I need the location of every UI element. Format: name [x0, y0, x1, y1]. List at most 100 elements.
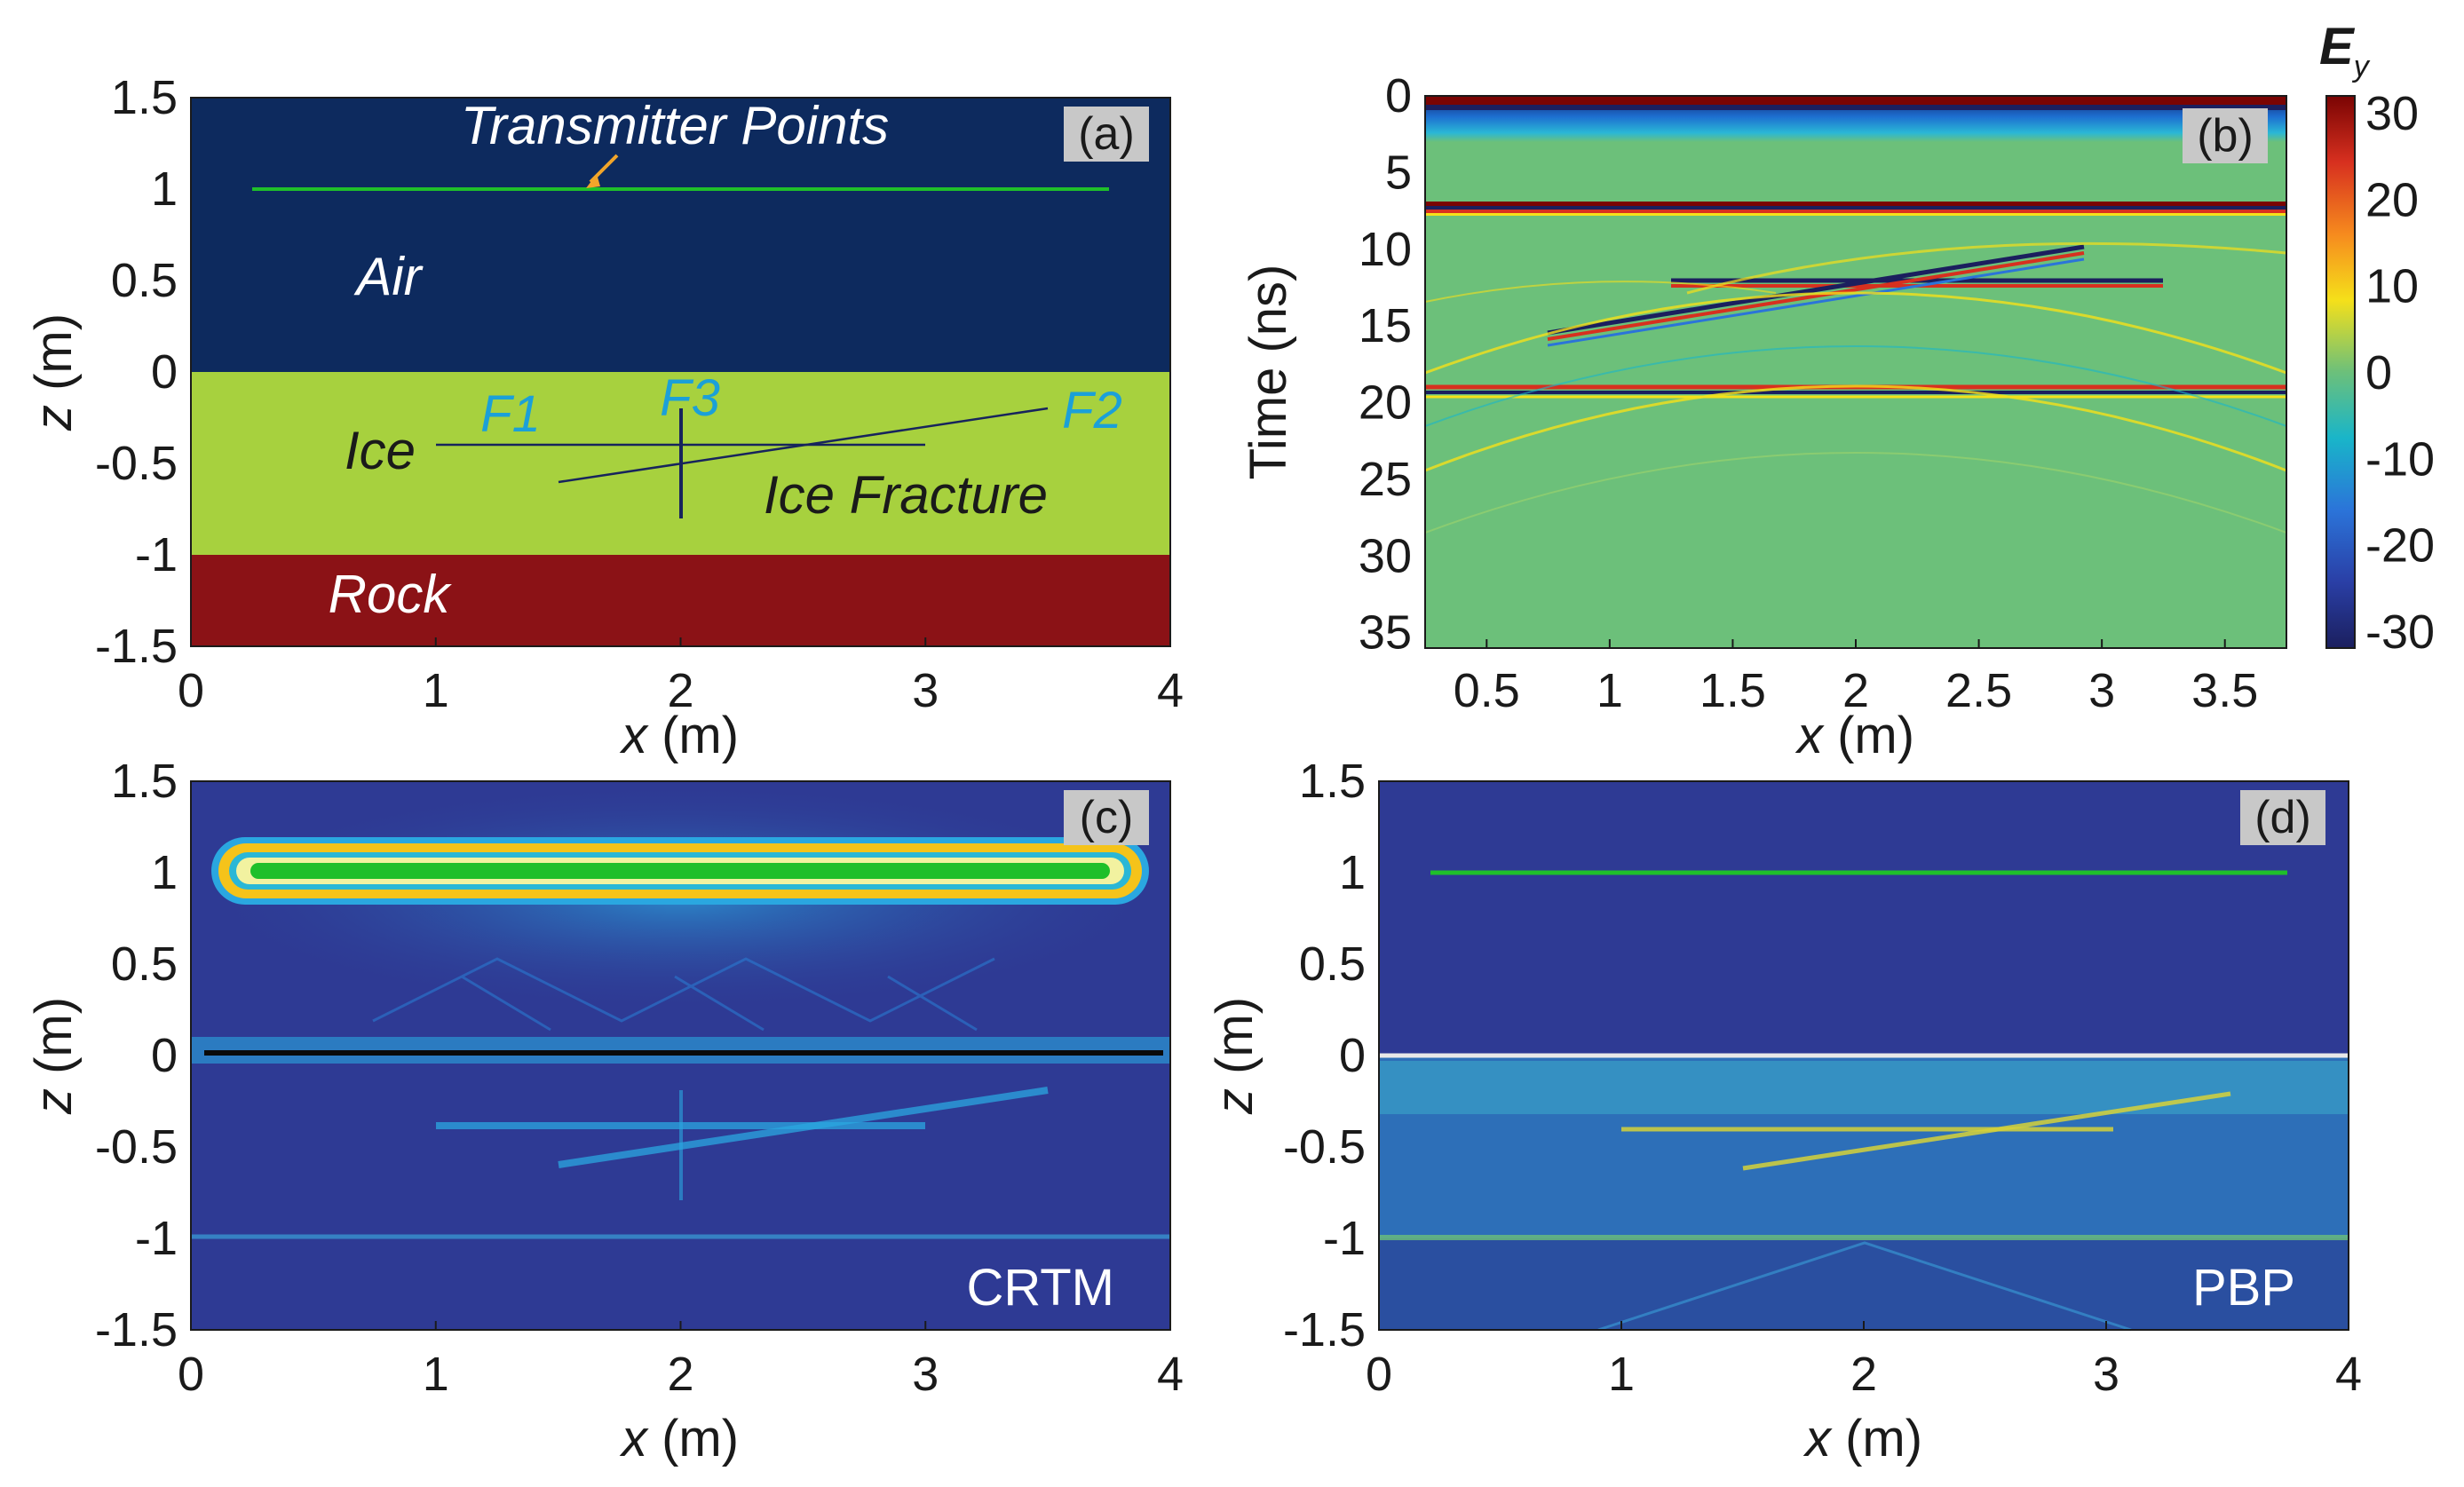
air-ice-reflection-a [1425, 202, 2286, 206]
air-label: Air [353, 247, 423, 306]
y-tick-label: -0.5 [95, 437, 178, 490]
panel-c-tag-box [1064, 790, 1149, 845]
fracture-label: Ice Fracture [764, 465, 1048, 525]
colorbar-title-e: E [2319, 18, 2356, 75]
y-tick-label: 0 [1339, 1029, 1366, 1082]
x-tick-label: 0 [1366, 1348, 1392, 1401]
colorbar-tick-label: 0 [2365, 346, 2392, 399]
y-tick-label: -0.5 [1283, 1120, 1366, 1174]
x-tick-label: 2 [1842, 664, 1869, 717]
x-var: x [1802, 1410, 1833, 1467]
y-tick-label: 30 [1359, 529, 1412, 582]
panel-d-x-axis-title: x (m) [1802, 1410, 1922, 1467]
colorbar: Ey 30 20 10 0 -10 -20 -30 [2319, 18, 2435, 659]
y-tick-label: -1.5 [1283, 1303, 1366, 1356]
x-tick-label: 3 [2088, 664, 2115, 717]
x-tick-label: 0 [178, 664, 204, 717]
x-tick-label: 2 [667, 664, 693, 717]
x-unit: (m) [647, 707, 739, 764]
colorbar-axis: 30 20 10 0 -10 -20 -30 [2365, 87, 2435, 659]
y-tick-label: 1 [151, 162, 178, 216]
diffraction-hyperbola-1 [1424, 291, 2287, 375]
panel-a-plot-area: Transmitter Points Air Ice Ice Fracture … [190, 96, 1171, 647]
colorbar-tick-label: -10 [2365, 432, 2435, 486]
bscan-background [1425, 96, 2286, 648]
colorbar-tick-label: 20 [2365, 173, 2419, 226]
x-unit: (m) [1823, 707, 1914, 764]
pbp-ice-noise-2 [1379, 1061, 2349, 1114]
x-tick-label: 1.5 [1699, 664, 1766, 717]
panel-a-tag-box [1064, 107, 1149, 162]
rock-label: Rock [329, 565, 453, 624]
panel-c-y-axis-title: z (m) [25, 997, 83, 1115]
x-var: x [619, 1410, 649, 1467]
colorbar-title: Ey [2319, 18, 2371, 83]
panel-c: CRTM (c) 0 1 2 3 4 1.5 1 0.5 0 -0.5 -1 -… [25, 755, 1184, 1467]
diffraction-hyperbola-5 [1686, 241, 2287, 295]
fracture-f2 [558, 407, 1049, 484]
x-tick-label: 3.5 [2191, 664, 2258, 717]
panel-b: (b) 0.5 1 1.5 2 2.5 3 3.5 0 5 10 15 20 2… [1240, 18, 2435, 764]
air-ice-reflection-c [1425, 210, 2286, 213]
x-tick-label: 1 [423, 664, 449, 717]
panel-c-y-axis: 1.5 1 0.5 0 -0.5 -1 -1.5 [95, 755, 178, 1356]
y-tick-label: 1.5 [111, 71, 178, 124]
y-tick-label: 25 [1359, 453, 1412, 506]
f2-reflection-c [1547, 257, 2085, 347]
y-tick-label: 1.5 [1299, 755, 1366, 808]
crtm-f2-image [558, 1087, 1049, 1168]
f3-label: F3 [660, 369, 720, 427]
colorbar-tick-label: 30 [2365, 87, 2419, 140]
f2-label: F2 [1062, 382, 1122, 439]
y-tick-label: 15 [1359, 299, 1412, 352]
direct-wave-tail [1425, 105, 2286, 110]
x-tick-label: 3 [912, 1348, 939, 1401]
panel-b-tag: (b) [2197, 110, 2254, 162]
colorbar-tick-label: -30 [2365, 605, 2435, 659]
y-unit: (m) [1206, 997, 1264, 1088]
x-tick-label: 3 [912, 664, 939, 717]
x-var: x [1795, 707, 1825, 764]
air-ice-reflection-b [1425, 206, 2286, 210]
crtm-artifacts [372, 957, 995, 1032]
y-tick-label: 5 [1385, 146, 1412, 199]
panel-d-plot-area: PBP (d) [1378, 780, 2349, 1332]
x-tick-label: 0.5 [1454, 664, 1520, 717]
y-unit: (m) [25, 313, 83, 405]
x-tick-label: 4 [1157, 1348, 1184, 1401]
y-var: z [25, 1088, 83, 1115]
diffraction-hyperbola-2 [1424, 384, 2287, 472]
colorbar-tick-label: -20 [2365, 519, 2435, 573]
panel-b-x-axis-title: x (m) [1795, 707, 1914, 764]
rock-layer [191, 555, 1170, 646]
panel-d-y-axis-title: z (m) [1206, 997, 1264, 1115]
panel-b-tag-box [2183, 108, 2268, 163]
colorbar-title-sub: y [2352, 50, 2371, 83]
air-ice-reflection-d [1425, 213, 2286, 216]
y-tick-label: 0 [1385, 69, 1412, 123]
y-tick-label: -0.5 [95, 1120, 178, 1174]
pbp-rock-artifact [1597, 1241, 2132, 1332]
panel-c-method: CRTM [967, 1259, 1114, 1317]
colorbar-tick-label: 10 [2365, 260, 2419, 313]
panel-d-tag-box [2240, 790, 2325, 845]
y-tick-label: -1 [135, 1212, 178, 1265]
transmitter-arrow-head [586, 174, 600, 188]
y-var: z [25, 405, 83, 431]
pbp-rock-noise [1379, 1238, 2349, 1330]
colorbar-gradient [2325, 95, 2356, 649]
y-tick-label: 0 [151, 1029, 178, 1082]
f2-reflection-b [1547, 251, 2085, 341]
panel-d-tag: (d) [2254, 792, 2311, 843]
panel-a-y-axis-title: z (m) [25, 313, 83, 431]
y-tick-label: 1 [151, 846, 178, 899]
direct-wave [1425, 96, 2286, 105]
crtm-source-line [250, 863, 1110, 879]
y-tick-label: 1 [1339, 846, 1366, 899]
panel-d-method: PBP [2192, 1259, 2295, 1317]
x-tick-label: 1 [1608, 1348, 1635, 1401]
panel-c-x-axis-title: x (m) [619, 1410, 739, 1467]
pbp-f2-image [1742, 1091, 2231, 1171]
y-tick-label: 1.5 [111, 755, 178, 808]
y-unit: (m) [25, 997, 83, 1088]
